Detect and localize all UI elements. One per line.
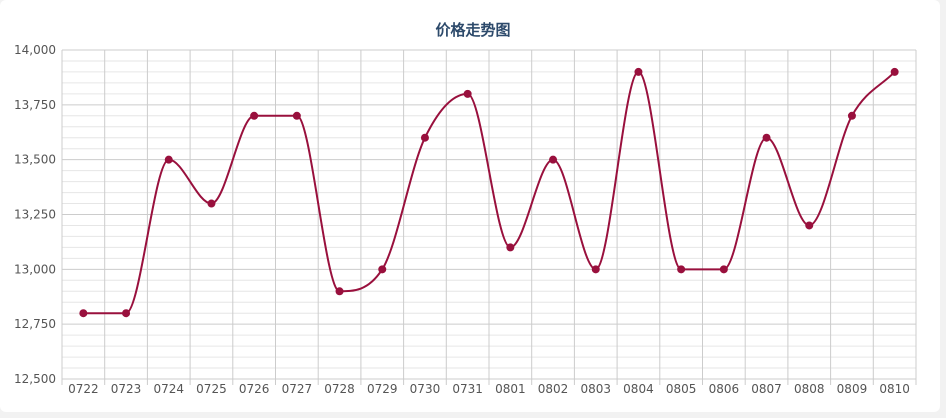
x-tick-label: 0810 [879, 382, 910, 396]
data-point [634, 67, 643, 76]
y-tick-label: 13,750 [14, 98, 56, 112]
x-tick-label: 0729 [367, 382, 398, 396]
x-tick-label: 0728 [324, 382, 355, 396]
data-point [719, 265, 728, 274]
data-point [762, 133, 771, 142]
y-tick-label: 14,000 [14, 43, 56, 57]
data-point [420, 133, 429, 142]
data-point [292, 111, 301, 120]
data-point [207, 199, 216, 208]
x-tick-label: 0730 [410, 382, 441, 396]
x-tick-label: 0807 [751, 382, 782, 396]
y-tick-label: 12,750 [14, 317, 56, 331]
y-tick-label: 13,000 [14, 262, 56, 276]
x-tick-label: 0724 [153, 382, 184, 396]
x-tick-label: 0723 [111, 382, 142, 396]
data-point [79, 309, 88, 318]
data-point [549, 155, 558, 164]
x-tick-label: 0731 [452, 382, 483, 396]
data-point [677, 265, 686, 274]
data-point [335, 287, 344, 296]
data-point [378, 265, 387, 274]
data-point [164, 155, 173, 164]
data-point [805, 221, 814, 230]
x-tick-label: 0809 [837, 382, 868, 396]
data-point [847, 111, 856, 120]
x-tick-label: 0803 [580, 382, 611, 396]
y-tick-label: 13,500 [14, 153, 56, 167]
y-tick-label: 13,250 [14, 208, 56, 222]
x-tick-label: 0804 [623, 382, 654, 396]
x-tick-label: 0806 [709, 382, 740, 396]
y-tick-label: 12,500 [14, 372, 56, 386]
data-point [463, 89, 472, 98]
x-tick-label: 0727 [282, 382, 313, 396]
x-tick-label: 0802 [538, 382, 569, 396]
x-tick-label: 0726 [239, 382, 270, 396]
chart-card: 价格走势图 12,500 12,750 13,000 13,250 13,500 13,7… [0, 0, 940, 412]
x-tick-label: 0725 [196, 382, 227, 396]
x-tick-label: 0722 [68, 382, 99, 396]
data-point [250, 111, 259, 120]
x-tick-label: 0805 [666, 382, 697, 396]
data-point [591, 265, 600, 274]
data-point [506, 243, 515, 252]
data-point [122, 309, 131, 318]
chart-title: 价格走势图 [435, 21, 511, 39]
data-point [890, 67, 899, 76]
x-tick-label: 0801 [495, 382, 526, 396]
x-tick-label: 0808 [794, 382, 825, 396]
